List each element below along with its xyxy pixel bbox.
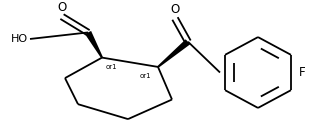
Text: or1: or1 (140, 73, 152, 79)
Text: or1: or1 (106, 64, 118, 70)
Polygon shape (157, 39, 190, 68)
Text: O: O (57, 1, 67, 14)
Polygon shape (85, 31, 103, 58)
Text: HO: HO (11, 34, 28, 44)
Text: F: F (299, 66, 306, 79)
Text: O: O (170, 3, 180, 16)
